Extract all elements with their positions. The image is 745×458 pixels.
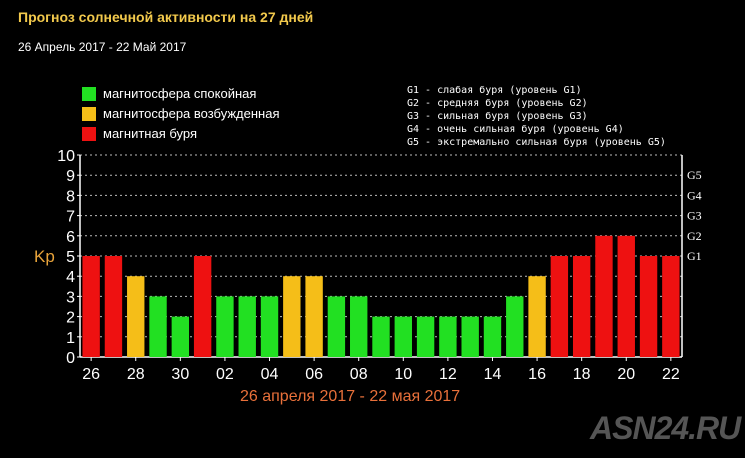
storm-level-tick-label: G3	[687, 209, 702, 223]
storm-legend-g1: G1 - слабая буря (уровень G1)	[407, 85, 582, 96]
x-tick-label: 06	[305, 366, 323, 383]
bar-16	[528, 276, 546, 357]
y-tick-label: 8	[66, 188, 75, 205]
legend-swatch-storm	[82, 127, 96, 141]
legend-label-quiet: магнитосфера спокойная	[103, 86, 257, 101]
y-tick-label: 5	[66, 249, 75, 266]
legend-swatch-excited	[82, 107, 96, 121]
x-tick-label: 12	[439, 366, 457, 383]
x-tick-label: 16	[528, 366, 546, 383]
bar-14	[483, 316, 502, 357]
bar-03	[238, 296, 256, 357]
storm-legend-g3: G3 - сильная буря (уровень G3)	[407, 111, 588, 122]
y-tick-label: 10	[57, 148, 75, 165]
y-tick-label: 6	[66, 229, 75, 246]
x-tick-label: 04	[261, 366, 279, 383]
page-title: Прогноз солнечной активности на 27 дней	[18, 9, 314, 25]
bar-20	[617, 235, 635, 357]
bar-08	[350, 296, 368, 357]
x-tick-label: 08	[350, 366, 368, 383]
bar-13	[461, 316, 479, 357]
legend-label-excited: магнитосфера возбужденная	[103, 106, 280, 121]
bar-05	[283, 276, 301, 357]
bar-28	[127, 276, 145, 357]
bar-07	[327, 296, 346, 357]
bar-06	[305, 276, 323, 357]
bar-26	[82, 256, 100, 357]
x-tick-label: 28	[127, 366, 145, 383]
x-tick-label: 26	[82, 366, 100, 383]
storm-legend-g2: G2 - средняя буря (уровень G2)	[407, 98, 588, 109]
bar-15	[506, 296, 524, 357]
date-range: 26 Апрель 2017 - 22 Май 2017	[18, 40, 187, 54]
legend-label-storm: магнитная буря	[103, 126, 198, 141]
legend-item-quiet: магнитосфера спокойная	[82, 84, 280, 104]
bar-10	[394, 316, 412, 357]
y-tick-label: 9	[66, 168, 75, 185]
storm-legend-g4: G4 - очень сильная буря (уровень G4)	[407, 124, 624, 135]
bar-18	[572, 256, 591, 357]
bar-04	[260, 296, 279, 357]
y-tick-label: 4	[66, 269, 75, 286]
y-axis-label: Kp	[34, 247, 55, 266]
legend-item-excited: магнитосфера возбужденная	[82, 104, 280, 124]
x-tick-label: 20	[617, 366, 635, 383]
color-legend: магнитосфера спокойная магнитосфера возб…	[82, 84, 280, 144]
bar-12	[439, 316, 457, 357]
bar-17	[550, 256, 569, 357]
bar-22	[662, 256, 680, 357]
y-tick-label: 7	[66, 209, 75, 226]
bar-02	[216, 296, 234, 357]
storm-legend-g5: G5 - экстремально сильная буря (уровень …	[407, 137, 666, 148]
legend-swatch-quiet	[82, 87, 96, 101]
x-tick-label: 02	[216, 366, 234, 383]
bar-27	[104, 256, 123, 357]
x-tick-label: 22	[662, 366, 680, 383]
x-tick-label: 18	[573, 366, 591, 383]
x-tick-label: 30	[171, 366, 189, 383]
y-tick-label: 0	[66, 350, 75, 367]
bar-01	[193, 256, 212, 357]
bar-11	[416, 316, 435, 357]
bar-19	[595, 235, 613, 357]
y-tick-label: 2	[66, 310, 75, 327]
bar-30	[171, 316, 190, 357]
legend-item-storm: магнитная буря	[82, 124, 280, 144]
x-tick-label: 10	[394, 366, 412, 383]
bar-09	[372, 316, 390, 357]
x-tick-label: 14	[484, 366, 502, 383]
y-tick-label: 1	[66, 330, 75, 347]
watermark-logo: ASN24.RU	[590, 410, 741, 446]
bar-29	[149, 296, 167, 357]
storm-level-tick-label: G2	[687, 229, 702, 243]
storm-level-tick-label: G5	[687, 168, 702, 182]
storm-level-tick-label: G4	[687, 188, 702, 202]
bar-21	[639, 256, 658, 357]
storm-level-tick-label: G1	[687, 249, 702, 263]
x-axis-label: 26 апреля 2017 - 22 мая 2017	[240, 388, 461, 405]
y-tick-label: 3	[66, 289, 75, 306]
storm-level-legend: G1 - слабая буря (уровень G1) G2 - средн…	[407, 84, 666, 149]
